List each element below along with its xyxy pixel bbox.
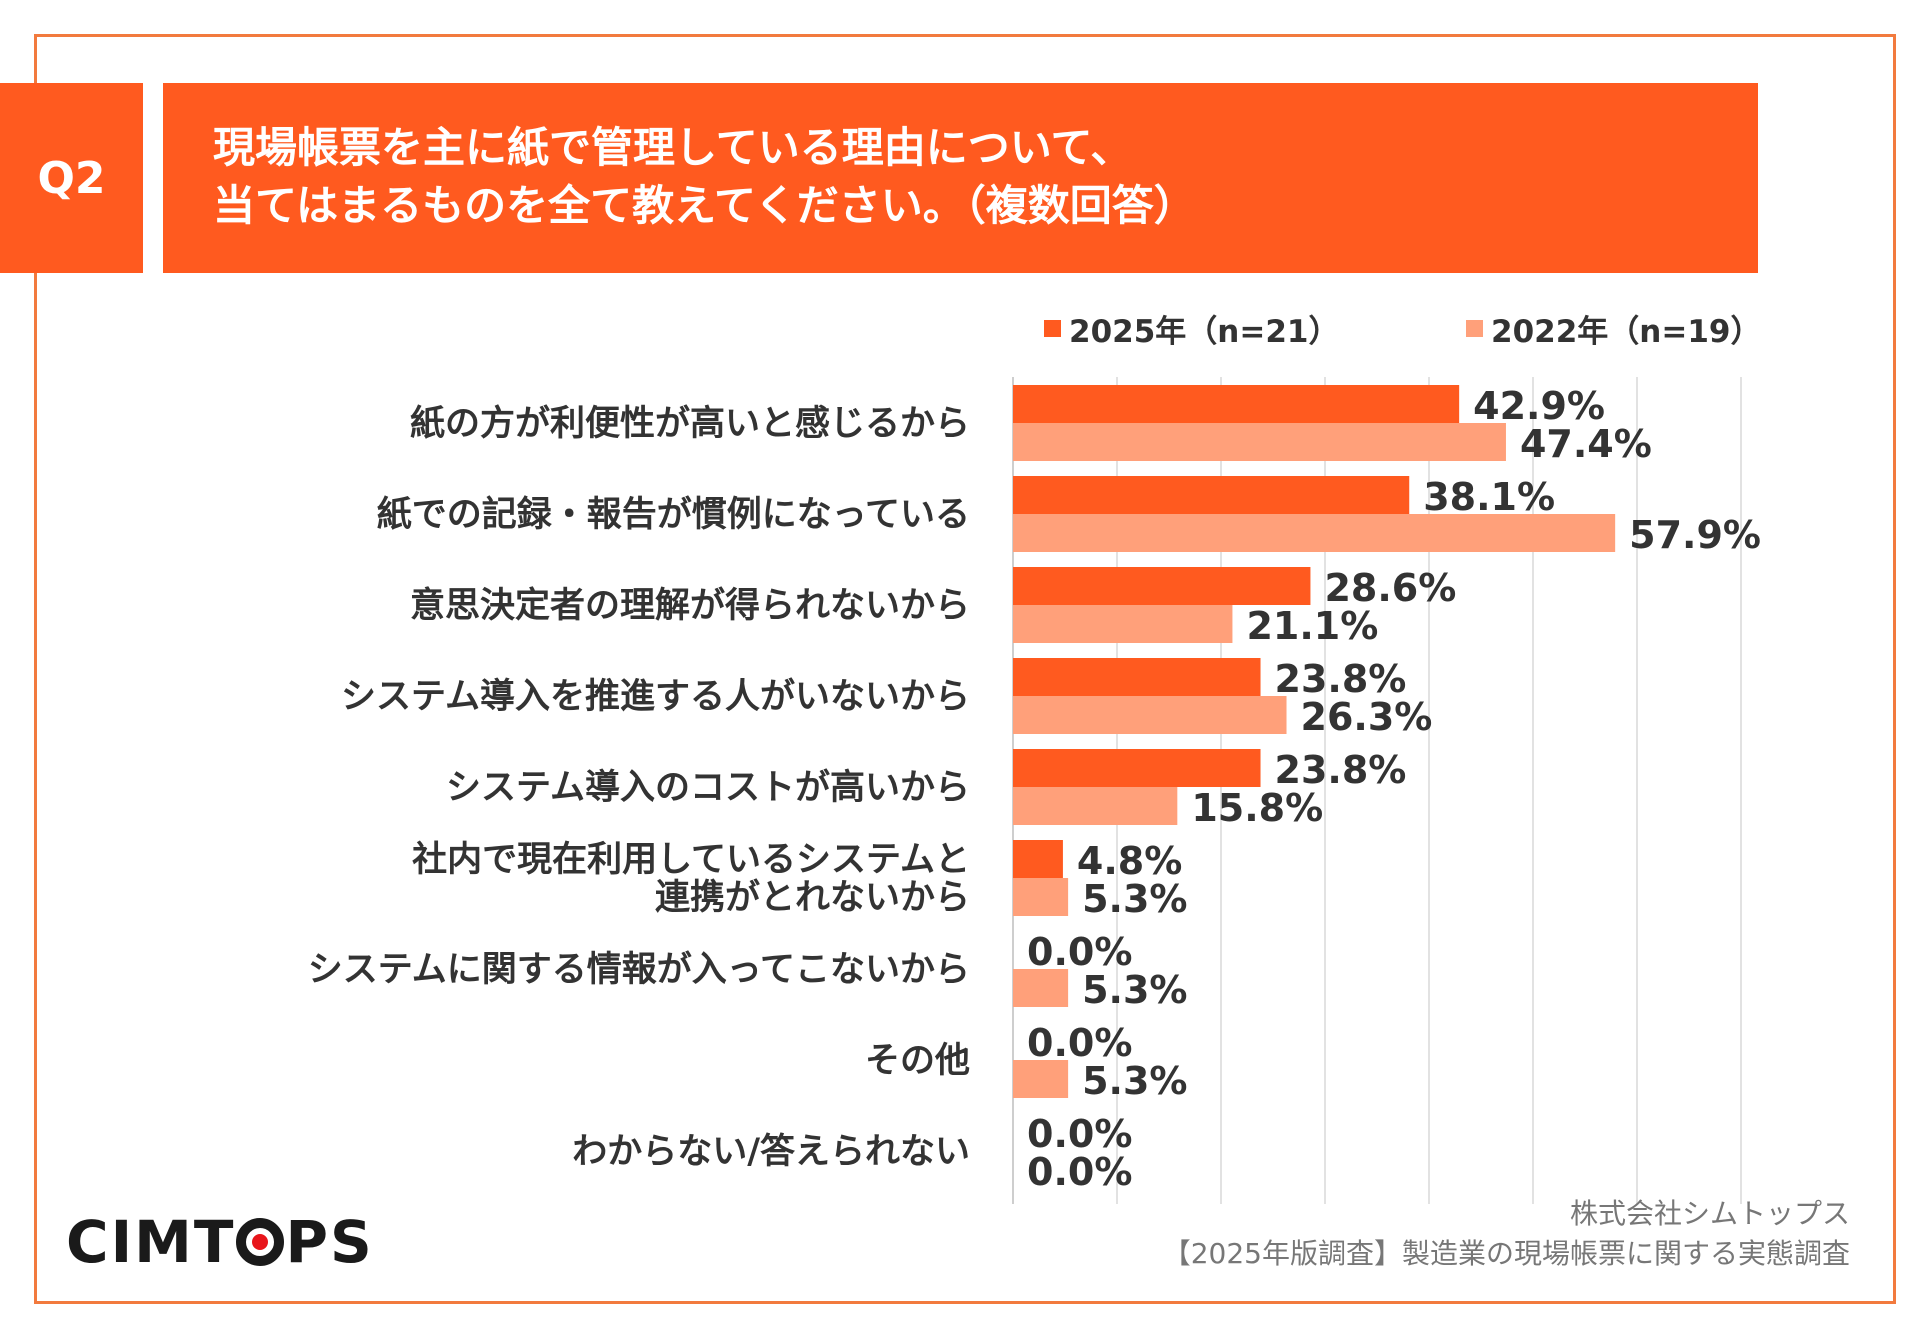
value-label-2025: 23.8%	[1275, 657, 1407, 701]
category-label: 紙の方が利便性が高いと感じるから	[410, 404, 970, 444]
category-label-line: 社内で現在利用しているシステムと	[412, 840, 970, 880]
value-label-2025: 38.1%	[1423, 475, 1555, 519]
category-label-line: システム導入を推進する人がいないから	[341, 677, 970, 717]
value-label-2025: 0.0%	[1027, 1112, 1132, 1156]
value-label-2025: 0.0%	[1027, 930, 1132, 974]
category-label: 社内で現在利用しているシステムと連携がとれないから	[412, 840, 970, 918]
chart-legend: 2025年（n=21） 2022年（n=19）	[1044, 306, 1764, 356]
value-label-2025: 4.8%	[1077, 839, 1182, 883]
value-label-2022: 47.4%	[1520, 422, 1652, 466]
bar-2022	[1013, 787, 1178, 825]
bar-2022	[1013, 1060, 1069, 1098]
bar-2025	[1013, 749, 1261, 787]
question-badge: Q2	[0, 83, 143, 273]
bar-2025	[1013, 658, 1261, 696]
category-label-line: 意思決定者の理解が得られないから	[410, 586, 970, 626]
value-label-2025: 23.8%	[1275, 748, 1407, 792]
category-label-line: 紙の方が利便性が高いと感じるから	[410, 404, 970, 444]
bar-2022	[1013, 514, 1616, 552]
question-title: 現場帳票を主に紙で管理している理由について、 当てはまるものを全て教えてください…	[163, 83, 1758, 273]
category-label-line: 連携がとれないから	[655, 878, 970, 918]
legend-item-2025: 2025年（n=21）	[1044, 306, 1339, 351]
legend-label-2025: 2025年（n=21）	[1069, 314, 1340, 350]
value-label-2022: 15.8%	[1191, 786, 1323, 830]
bar-2025	[1013, 840, 1063, 878]
outer-frame	[34, 34, 1896, 1304]
value-label-2022: 21.1%	[1246, 604, 1378, 648]
value-label-2025: 0.0%	[1027, 1021, 1132, 1065]
category-label-line: 紙での記録・報告が慣例になっている	[377, 495, 970, 535]
cimtops-logo: CIMT PS	[66, 1208, 374, 1276]
legend-swatch-2025	[1044, 320, 1061, 337]
category-label-line: システムに関する情報が入ってこないから	[308, 950, 970, 990]
bar-2022	[1013, 696, 1287, 734]
bar-2025	[1013, 567, 1311, 605]
bar-2022	[1013, 969, 1069, 1007]
category-label: システムに関する情報が入ってこないから	[308, 950, 970, 990]
source-credit: 株式会社シムトップス 【2025年版調査】製造業の現場帳票に関する実態調査	[1163, 1194, 1850, 1274]
category-label: 紙での記録・報告が慣例になっている	[377, 495, 970, 535]
title-line-2: 当てはまるものを全て教えてください。（複数回答）	[213, 181, 1196, 230]
category-label-line: システム導入のコストが高いから	[446, 768, 970, 808]
title-line-1: 現場帳票を主に紙で管理している理由について、	[213, 123, 1133, 172]
value-label-2022: 5.3%	[1082, 877, 1187, 921]
category-label: システム導入を推進する人がいないから	[341, 677, 970, 717]
category-label: その他	[865, 1041, 970, 1081]
bar-2022	[1013, 423, 1506, 461]
bar-2022	[1013, 878, 1069, 916]
bar-2025	[1013, 385, 1460, 423]
value-label-2022: 57.9%	[1629, 513, 1761, 557]
value-label-2025: 42.9%	[1473, 384, 1605, 428]
category-label-line: わからない/答えられない	[572, 1132, 970, 1172]
legend-label-2022: 2022年（n=19）	[1491, 314, 1762, 350]
value-label-2022: 5.3%	[1082, 968, 1187, 1012]
value-label-2022: 26.3%	[1301, 695, 1433, 739]
category-label-line: その他	[865, 1041, 970, 1081]
legend-item-2022: 2022年（n=19）	[1466, 306, 1761, 351]
source-company: 株式会社シムトップス	[1569, 1197, 1850, 1230]
logo-o-mark	[236, 1218, 285, 1266]
value-label-2025: 28.6%	[1324, 566, 1456, 610]
bar-2025	[1013, 476, 1410, 514]
legend-swatch-2022	[1466, 320, 1483, 337]
category-label: システム導入のコストが高いから	[446, 768, 970, 808]
source-survey: 【2025年版調査】製造業の現場帳票に関する実態調査	[1162, 1237, 1850, 1270]
value-label-2022: 5.3%	[1082, 1059, 1187, 1103]
category-label: 意思決定者の理解が得られないから	[410, 586, 970, 626]
category-label: わからない/答えられない	[572, 1132, 970, 1172]
value-label-2022: 0.0%	[1027, 1150, 1132, 1194]
bar-2022	[1013, 605, 1233, 643]
